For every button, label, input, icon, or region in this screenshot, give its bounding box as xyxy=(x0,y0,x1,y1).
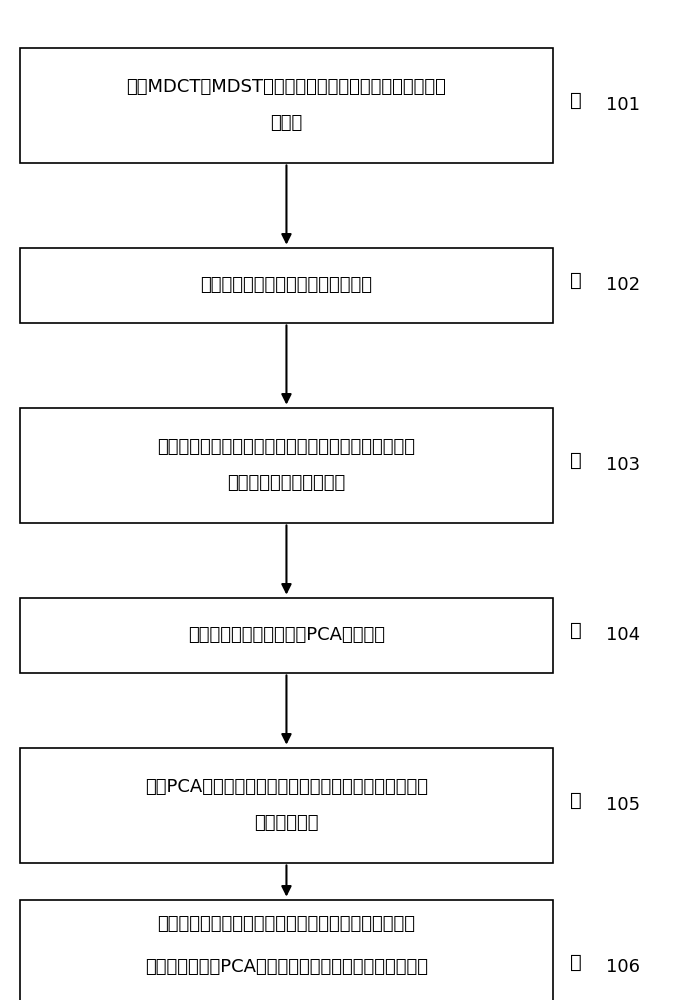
Bar xyxy=(20,408,553,522)
Bar xyxy=(20,247,553,322)
Text: 采用MDCT或MDST，将第一多声道声音信号映射为第一频: 采用MDCT或MDST，将第一多声道声音信号映射为第一频 xyxy=(127,78,446,96)
Text: ～: ～ xyxy=(570,450,582,470)
Text: 域信号: 域信号 xyxy=(270,114,303,132)
Text: 101: 101 xyxy=(607,96,640,114)
Text: ～: ～ xyxy=(570,91,582,109)
Text: 中的至少一组和PCA映射模型进行感知编码，并复用成编: 中的至少一组和PCA映射模型进行感知编码，并复用成编 xyxy=(145,958,428,976)
Text: 103: 103 xyxy=(607,456,640,474)
Text: 将第一频域信号划分为不同时频子带: 将第一频域信号划分为不同时频子带 xyxy=(200,276,373,294)
Text: ～: ～ xyxy=(570,790,582,810)
Text: ～: ～ xyxy=(570,952,582,972)
Text: 根据第一统计特性，估计PCA映射模型: 根据第一统计特性，估计PCA映射模型 xyxy=(188,626,385,644)
Text: ～: ～ xyxy=(570,620,582,640)
Bar xyxy=(20,597,553,672)
Text: 104: 104 xyxy=(607,626,640,644)
Text: 根据时间、频率和声道的不同，对第二多声道声音信号: 根据时间、频率和声道的不同，对第二多声道声音信号 xyxy=(158,915,415,933)
Text: 106: 106 xyxy=(607,958,640,976)
Text: 在不同时频子带中的每个时频子带内，计算第一多声道: 在不同时频子带中的每个时频子带内，计算第一多声道 xyxy=(158,438,415,456)
Bar xyxy=(20,748,553,862)
Text: 102: 102 xyxy=(607,276,640,294)
Text: 105: 105 xyxy=(607,796,640,814)
Bar xyxy=(20,900,553,1000)
Text: 声道声音信号: 声道声音信号 xyxy=(254,814,319,832)
Bar xyxy=(20,47,553,162)
Text: 采用PCA映射模型，将第一多声道声音信号映射为第二多: 采用PCA映射模型，将第一多声道声音信号映射为第二多 xyxy=(145,778,428,796)
Text: 声音信号的第一统计特性: 声音信号的第一统计特性 xyxy=(227,474,346,492)
Text: ～: ～ xyxy=(570,270,582,290)
